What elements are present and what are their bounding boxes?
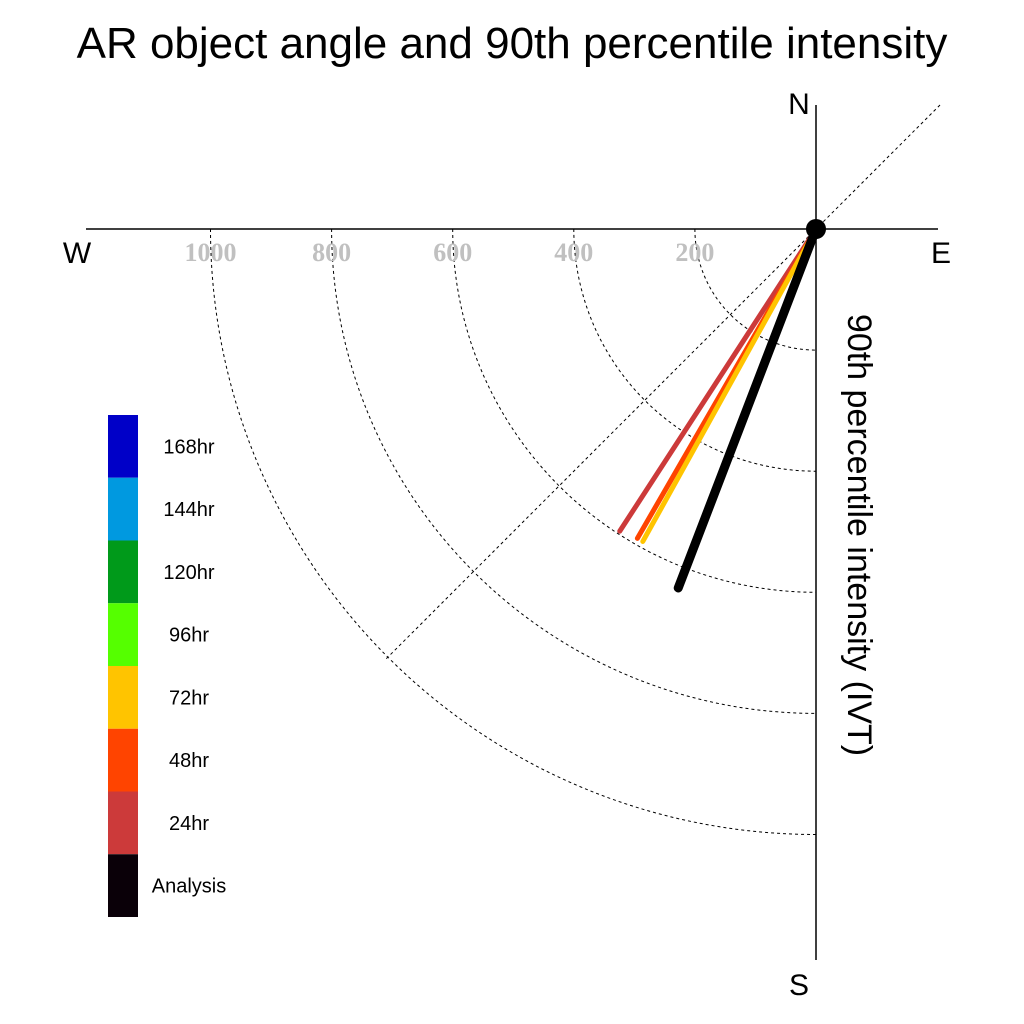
vector-series <box>617 224 821 593</box>
grid-arc <box>331 228 817 714</box>
radial-axis-label: 90th percentile intensity (IVT) <box>840 314 878 756</box>
radial-tick-label: 400 <box>554 238 593 267</box>
grid-arc <box>210 228 817 835</box>
legend-swatch <box>108 415 138 478</box>
grid-arc <box>573 228 817 472</box>
legend-swatch <box>108 666 138 729</box>
west-label: W <box>63 237 92 270</box>
origin-marker <box>806 219 826 239</box>
legend: 168hr 144hr 120hr 96hr 72hr 48hr 24hr Analysis <box>108 415 226 917</box>
radial-tick-label: 1000 <box>185 238 237 267</box>
radial-tick-label: 800 <box>312 238 351 267</box>
vector-72hr <box>640 226 819 544</box>
grid-arc <box>452 228 817 593</box>
legend-label: 168hr <box>163 436 214 458</box>
legend-label: 144hr <box>163 499 214 521</box>
chart-title: AR object angle and 90th percentile inte… <box>77 19 948 68</box>
legend-swatch <box>108 477 138 541</box>
radial-tick-label: 600 <box>433 238 472 267</box>
legend-label: 72hr <box>169 687 209 709</box>
vector-24hr <box>617 226 819 534</box>
north-label: N <box>788 88 810 121</box>
polar-grid <box>210 228 817 835</box>
legend-swatch <box>108 854 138 917</box>
south-label: S <box>789 969 809 1002</box>
legend-label: 24hr <box>169 813 209 835</box>
east-label: E <box>931 237 951 270</box>
legend-swatch <box>108 791 138 855</box>
radial-tick-label: 200 <box>675 238 714 267</box>
legend-swatch <box>108 540 138 604</box>
legend-label: 48hr <box>169 750 209 772</box>
vector-analysis <box>673 224 821 593</box>
legend-label: Analysis <box>152 876 226 898</box>
legend-swatch <box>108 728 138 792</box>
legend-label: 96hr <box>169 625 209 647</box>
grid-arc <box>694 228 817 351</box>
legend-label: 120hr <box>163 562 214 584</box>
legend-swatch <box>108 603 138 666</box>
radial-tick-labels: 200 400 600 800 1000 <box>185 238 715 267</box>
diagonal-guide <box>385 104 941 660</box>
